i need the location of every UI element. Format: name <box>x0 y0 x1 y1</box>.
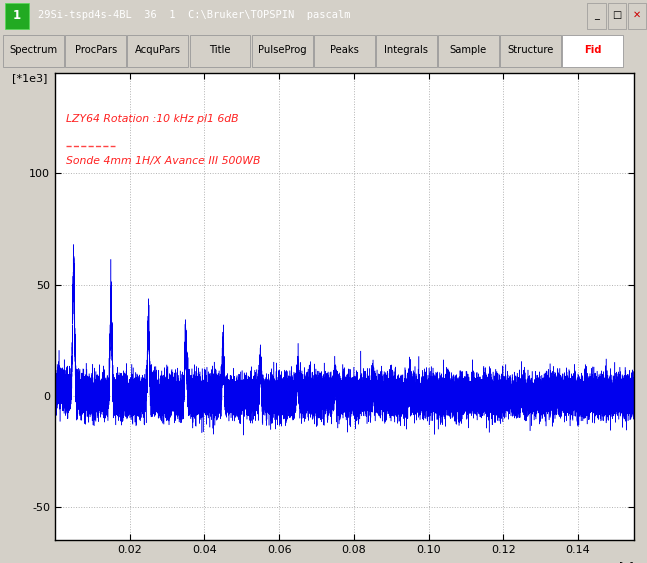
Text: Integrals: Integrals <box>384 45 428 55</box>
FancyBboxPatch shape <box>190 34 250 67</box>
Bar <box>587 2 606 29</box>
Text: Structure: Structure <box>507 45 554 55</box>
Bar <box>5 2 29 29</box>
FancyBboxPatch shape <box>500 34 561 67</box>
FancyBboxPatch shape <box>65 34 126 67</box>
Text: Spectrum: Spectrum <box>10 45 58 55</box>
FancyBboxPatch shape <box>252 34 313 67</box>
Text: [*1e3]: [*1e3] <box>12 73 47 83</box>
Text: ✕: ✕ <box>633 10 641 20</box>
FancyBboxPatch shape <box>314 34 375 67</box>
Text: _: _ <box>594 10 599 20</box>
FancyBboxPatch shape <box>3 34 64 67</box>
Bar <box>608 2 626 29</box>
Text: Sample: Sample <box>450 45 487 55</box>
Text: AcquPars: AcquPars <box>135 45 181 55</box>
Text: Fid: Fid <box>584 45 602 55</box>
Text: PulseProg: PulseProg <box>258 45 307 55</box>
FancyBboxPatch shape <box>438 34 499 67</box>
Text: 29Si-tspd4s-4BL  36  1  C:\Bruker\TOPSPIN  pascalm: 29Si-tspd4s-4BL 36 1 C:\Bruker\TOPSPIN p… <box>38 10 350 20</box>
Text: [s]: [s] <box>619 561 634 563</box>
Text: 1: 1 <box>13 8 21 21</box>
Text: Title: Title <box>209 45 231 55</box>
Text: ProcPars: ProcPars <box>74 45 117 55</box>
Text: Sonde 4mm 1H/X Avance III 500WB: Sonde 4mm 1H/X Avance III 500WB <box>66 157 261 166</box>
Bar <box>628 2 646 29</box>
FancyBboxPatch shape <box>562 34 623 67</box>
Text: □: □ <box>612 10 621 20</box>
FancyBboxPatch shape <box>376 34 437 67</box>
FancyBboxPatch shape <box>127 34 188 67</box>
Text: LZY64 Rotation :10 kHz pl1 6dB: LZY64 Rotation :10 kHz pl1 6dB <box>66 114 239 124</box>
Text: Peaks: Peaks <box>330 45 358 55</box>
